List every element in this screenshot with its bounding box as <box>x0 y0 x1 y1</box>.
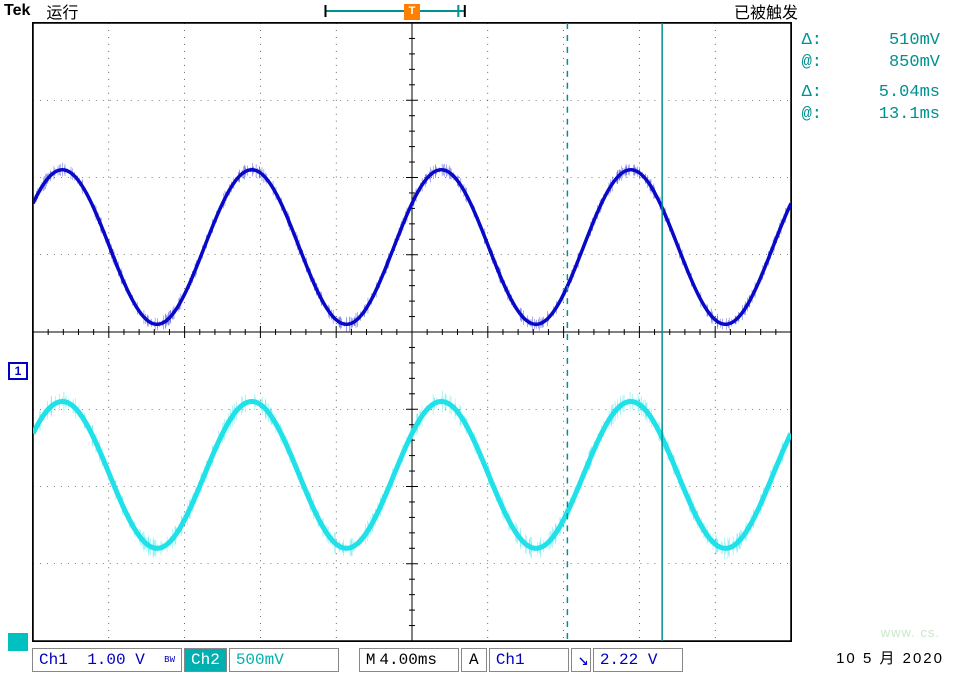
timebase-value: 4.00ms <box>379 651 437 669</box>
trigger-status: 已被触发 <box>734 0 798 23</box>
trigger-level: 2.22 V <box>593 648 683 672</box>
ch1-label: Ch1 <box>39 651 68 669</box>
ch1-ground-marker: 1 <box>8 362 28 380</box>
timebase-label: M <box>366 651 376 669</box>
cursor-measurements: Δ: 510mV @: 850mV Δ: 5.04ms @: 13.1ms <box>796 30 946 126</box>
trigger-source: Ch1 <box>489 648 569 672</box>
at-time: @: 13.1ms <box>796 104 946 126</box>
ch1-readout: Ch1 1.00 V BW <box>32 648 182 672</box>
waveform-display <box>32 22 792 642</box>
run-status: 运行 <box>46 0 78 23</box>
delta-time: Δ: 5.04ms <box>796 82 946 104</box>
brand-logo: Tek <box>0 2 40 20</box>
delta-symbol: Δ: <box>796 30 822 52</box>
at-symbol: @: <box>796 52 822 74</box>
ch2-scale: 500mV <box>229 648 339 672</box>
ch1-scale: 1.00 V <box>87 651 145 669</box>
at-voltage: @: 850mV <box>796 52 946 74</box>
at-v-value: 850mV <box>822 52 946 74</box>
channel-readout-bar: Ch1 1.00 V BW Ch2 500mV M 4.00ms A Ch1 ↘… <box>32 646 792 674</box>
cursors-overlay <box>33 23 791 641</box>
delta-voltage: Δ: 510mV <box>796 30 946 52</box>
delta-symbol: Δ: <box>796 82 822 104</box>
watermark-text: www. cs. <box>881 625 940 640</box>
ch1-bw-icon: BW <box>164 655 175 665</box>
delta-v-value: 510mV <box>822 30 946 52</box>
timestamp: 10 5 月 2020 <box>836 647 944 668</box>
ch2-ground-marker: 2 <box>8 633 28 651</box>
trigger-marker-upper: T <box>404 4 420 20</box>
at-t-value: 13.1ms <box>822 104 946 126</box>
acquisition-window-indicator <box>238 4 562 18</box>
at-symbol: @: <box>796 104 822 126</box>
trigger-edge-icon: ↘ <box>571 648 591 672</box>
timebase-readout: M 4.00ms <box>359 648 459 672</box>
delta-t-value: 5.04ms <box>822 82 946 104</box>
ch2-label-active: Ch2 <box>184 648 227 672</box>
trigger-a-label: A <box>461 648 487 672</box>
